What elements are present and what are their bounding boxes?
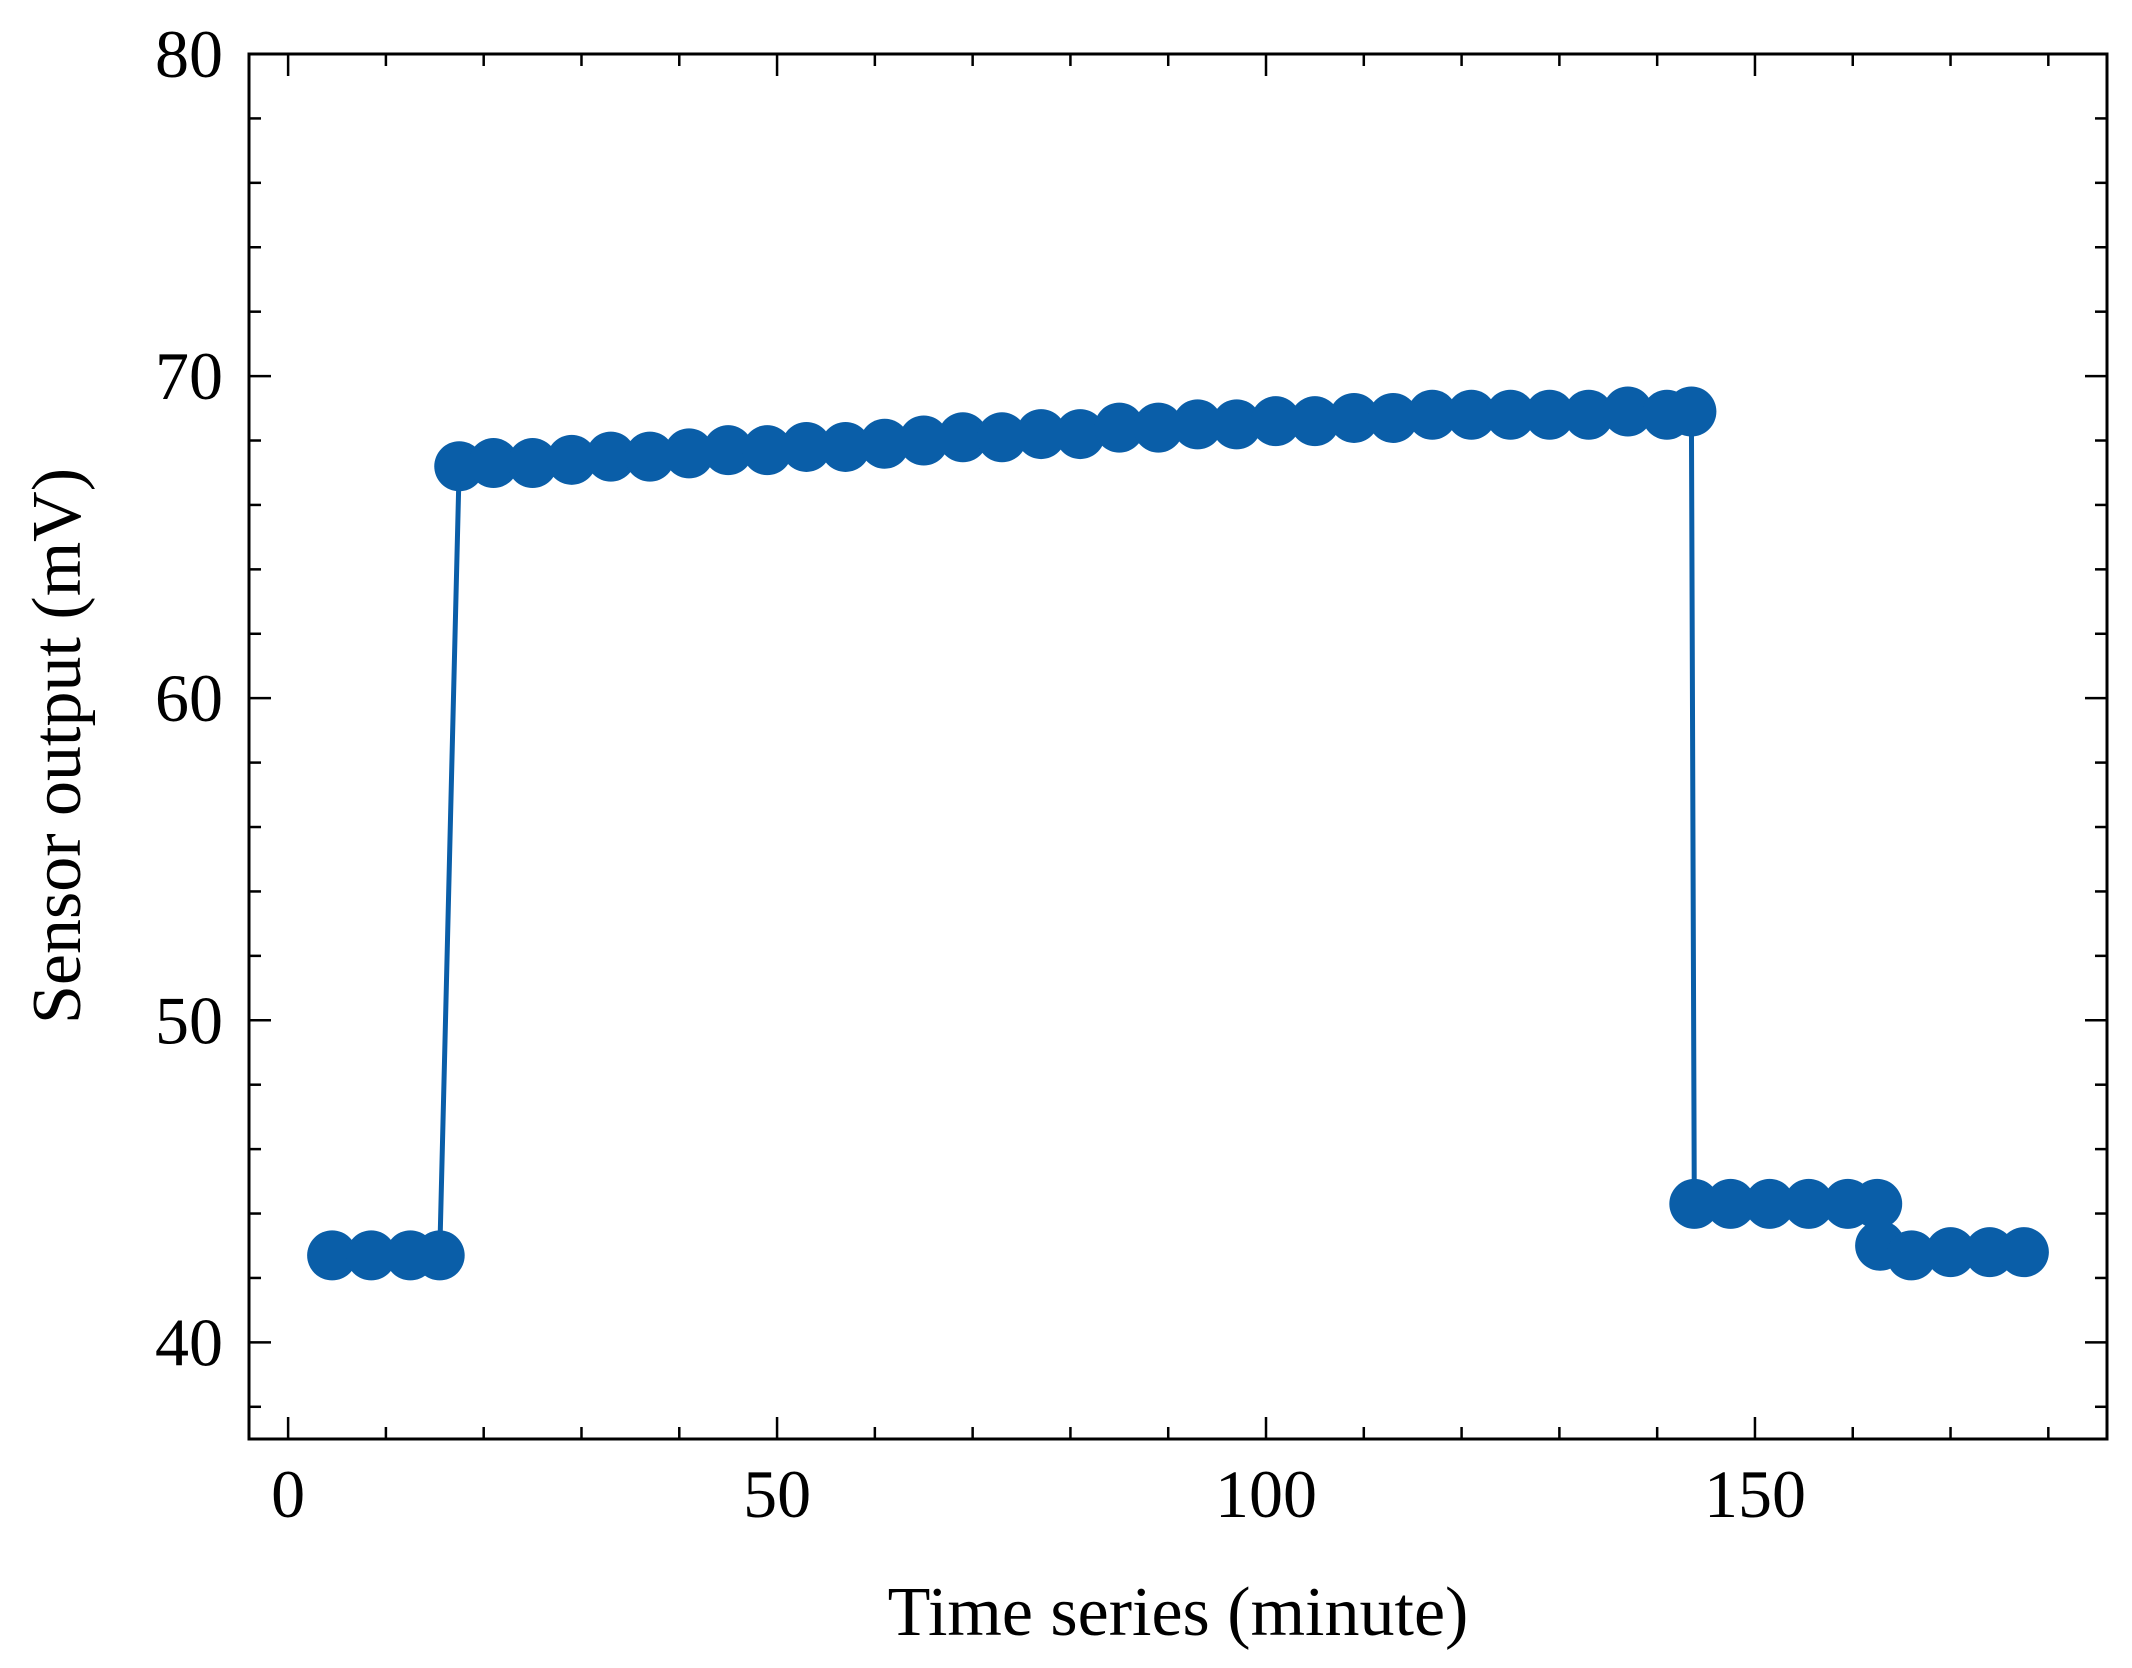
data-point — [1666, 387, 1716, 437]
x-tick-label: 50 — [743, 1456, 811, 1532]
data-point — [1999, 1227, 2049, 1277]
y-tick-label: 70 — [155, 338, 223, 414]
x-axis-label: Time series (minute) — [888, 1574, 1469, 1651]
y-tick-label: 50 — [155, 982, 223, 1058]
y-axis-label: Sensor output (mV) — [19, 468, 96, 1024]
x-tick-label: 0 — [271, 1456, 305, 1532]
y-tick-label: 60 — [155, 660, 223, 736]
y-tick-label: 80 — [155, 16, 223, 92]
x-tick-label: 100 — [1215, 1456, 1317, 1532]
y-tick-label: 40 — [155, 1304, 223, 1380]
x-tick-label: 150 — [1704, 1456, 1806, 1532]
data-point — [415, 1230, 465, 1280]
